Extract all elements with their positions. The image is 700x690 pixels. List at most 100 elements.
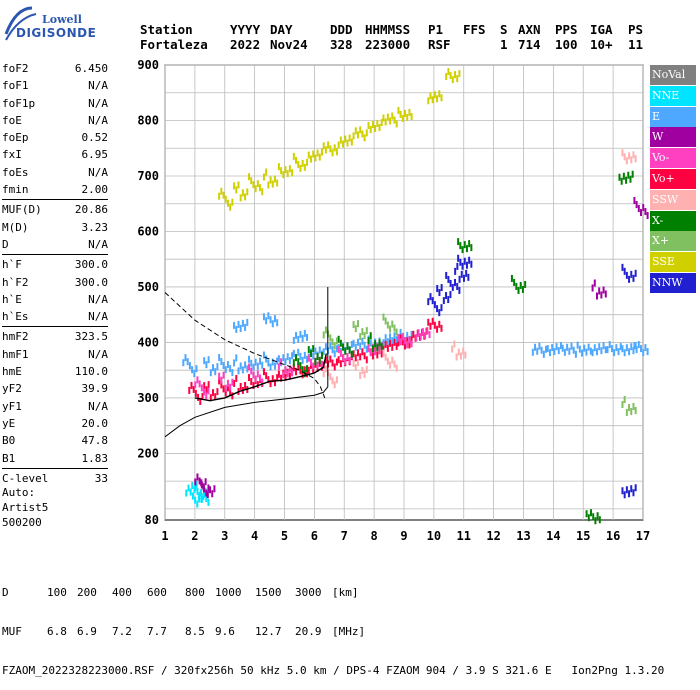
distance-value: 200 (77, 586, 97, 599)
param-row: h`Es N/A (2, 308, 108, 325)
data-point (191, 482, 194, 490)
data-point (623, 349, 626, 357)
data-point (306, 355, 309, 363)
x-tick-label: 3 (221, 529, 228, 543)
data-point (284, 358, 287, 366)
data-point (288, 357, 291, 365)
data-point (233, 182, 236, 190)
data-point (623, 267, 626, 275)
data-point (359, 333, 362, 341)
data-point (429, 293, 432, 301)
data-point (427, 318, 430, 326)
data-point (306, 158, 309, 166)
data-point (600, 347, 603, 355)
data-point (397, 339, 400, 347)
param-value: N/A (88, 113, 108, 127)
param-name: M(D) (2, 220, 29, 234)
data-point (346, 342, 349, 350)
data-point (376, 344, 379, 352)
data-point (431, 317, 434, 325)
data-point (288, 165, 291, 173)
muf-value: 8.5 (185, 625, 205, 638)
data-point (205, 494, 208, 502)
data-point (299, 330, 302, 338)
data-point (595, 292, 598, 300)
data-point (339, 349, 342, 357)
data-point (295, 156, 298, 164)
data-point (254, 375, 257, 383)
data-point (378, 124, 381, 132)
data-point (445, 292, 448, 300)
data-point (307, 354, 310, 362)
data-point (226, 199, 229, 207)
param-value: 39.9 (81, 382, 109, 396)
data-point (277, 163, 280, 171)
legend: NoVal NNE E W Vo- Vo+ SSW X- X+ SSE NNW (650, 65, 696, 294)
data-point (303, 329, 306, 337)
data-point (235, 186, 238, 194)
data-point (322, 331, 325, 339)
data-point (559, 342, 562, 350)
param-value: N/A (88, 292, 108, 306)
data-point (205, 361, 208, 369)
data-point (363, 134, 366, 142)
data-point (241, 366, 244, 374)
data-point (335, 358, 338, 366)
header-value: 1 (500, 37, 508, 52)
data-point (333, 350, 336, 358)
data-point (453, 340, 456, 348)
param-row: C-level 33 (2, 470, 108, 487)
data-point (646, 212, 649, 220)
data-point (583, 344, 586, 352)
data-point (384, 334, 387, 342)
data-point (449, 72, 452, 80)
data-point (519, 281, 522, 289)
legend-item: Vo+ (650, 168, 696, 189)
logo-line2: DIGISONDE (16, 26, 97, 40)
data-point (259, 357, 262, 365)
data-point (246, 318, 249, 326)
data-point (634, 155, 637, 163)
data-point (316, 361, 319, 369)
data-point (239, 362, 242, 370)
data-point (395, 120, 398, 128)
data-point (412, 330, 415, 338)
x-tick-label: 10 (427, 529, 441, 543)
data-point (361, 366, 364, 374)
y-tick-label: 200 (137, 446, 159, 460)
data-point (329, 342, 332, 350)
data-point (291, 352, 294, 360)
data-point (269, 316, 272, 324)
data-point (222, 385, 225, 393)
data-point (374, 340, 377, 348)
data-point (207, 498, 210, 506)
y-tick-label: 500 (137, 280, 159, 294)
param-row: h`F 300.0 (2, 256, 108, 273)
data-point (548, 349, 551, 357)
distance-value: 3000 (295, 586, 322, 599)
data-point (572, 346, 575, 354)
data-point (256, 381, 259, 389)
data-point (404, 109, 406, 117)
data-point (333, 144, 336, 152)
param-value: 47.8 (81, 434, 109, 448)
data-point (204, 478, 207, 486)
data-point (318, 153, 321, 161)
data-point (299, 352, 302, 360)
data-point (621, 345, 624, 353)
footer: D 100 200 400 600 800 1000 1500 3000 [km] MUF 6.8 6… (2, 560, 664, 690)
data-point (231, 369, 234, 377)
data-point (592, 513, 595, 521)
data-point (361, 328, 364, 336)
data-point (468, 240, 471, 248)
data-point (203, 490, 206, 498)
data-point (337, 335, 340, 343)
data-point (470, 244, 473, 252)
data-point (354, 325, 357, 333)
data-point (445, 271, 448, 279)
data-point (598, 343, 601, 351)
data-point (531, 348, 534, 356)
data-point (365, 129, 368, 137)
data-point (625, 176, 628, 184)
data-point (436, 95, 439, 103)
